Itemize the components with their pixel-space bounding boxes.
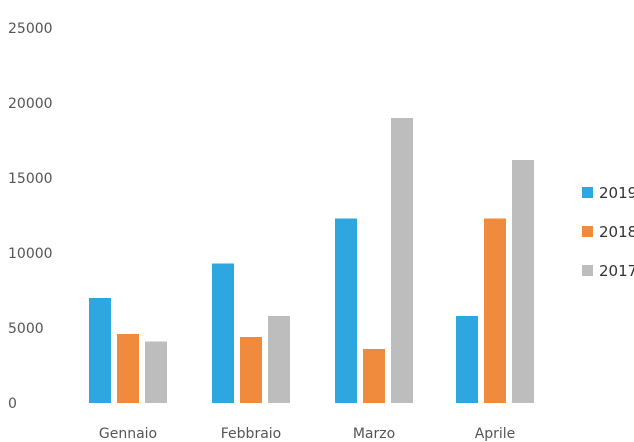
bar-2018-marzo bbox=[363, 349, 385, 403]
bar-2018-gennaio bbox=[117, 334, 139, 403]
y-tick-label: 25000 bbox=[8, 21, 53, 37]
x-tick-label: Aprile bbox=[475, 426, 516, 442]
y-tick-label: 0 bbox=[8, 396, 17, 412]
legend-label-2017: 2017 bbox=[599, 262, 634, 280]
legend: 2019 2018 2017 bbox=[582, 184, 634, 280]
legend-label-2018: 2018 bbox=[599, 223, 634, 241]
legend-swatch-2017 bbox=[582, 265, 593, 276]
legend-label-2019: 2019 bbox=[599, 184, 634, 202]
bar-2019-gennaio bbox=[89, 298, 111, 403]
x-tick-label: Febbraio bbox=[221, 426, 281, 442]
x-tick-label: Marzo bbox=[353, 426, 395, 442]
bar-2017-aprile bbox=[512, 160, 534, 403]
legend-swatch-2019 bbox=[582, 187, 593, 198]
y-tick-label: 5000 bbox=[8, 321, 44, 337]
bar-2017-gennaio bbox=[145, 341, 167, 403]
bar-2019-aprile bbox=[456, 316, 478, 403]
bar-2018-febbraio bbox=[240, 337, 262, 403]
bar-2017-febbraio bbox=[268, 316, 290, 403]
y-axis-ticks: 0 5000 10000 15000 20000 25000 bbox=[8, 21, 53, 412]
bars-group bbox=[89, 118, 534, 403]
y-tick-label: 10000 bbox=[8, 246, 53, 262]
legend-swatch-2018 bbox=[582, 226, 593, 237]
y-tick-label: 20000 bbox=[8, 96, 53, 112]
bar-2019-febbraio bbox=[212, 263, 234, 403]
bar-2018-aprile bbox=[484, 218, 506, 403]
x-tick-label: Gennaio bbox=[99, 426, 157, 442]
bar-2017-marzo bbox=[391, 118, 413, 403]
x-axis-labels: Gennaio Febbraio Marzo Aprile bbox=[99, 426, 515, 442]
y-tick-label: 15000 bbox=[8, 171, 53, 187]
bar-2019-marzo bbox=[335, 218, 357, 403]
